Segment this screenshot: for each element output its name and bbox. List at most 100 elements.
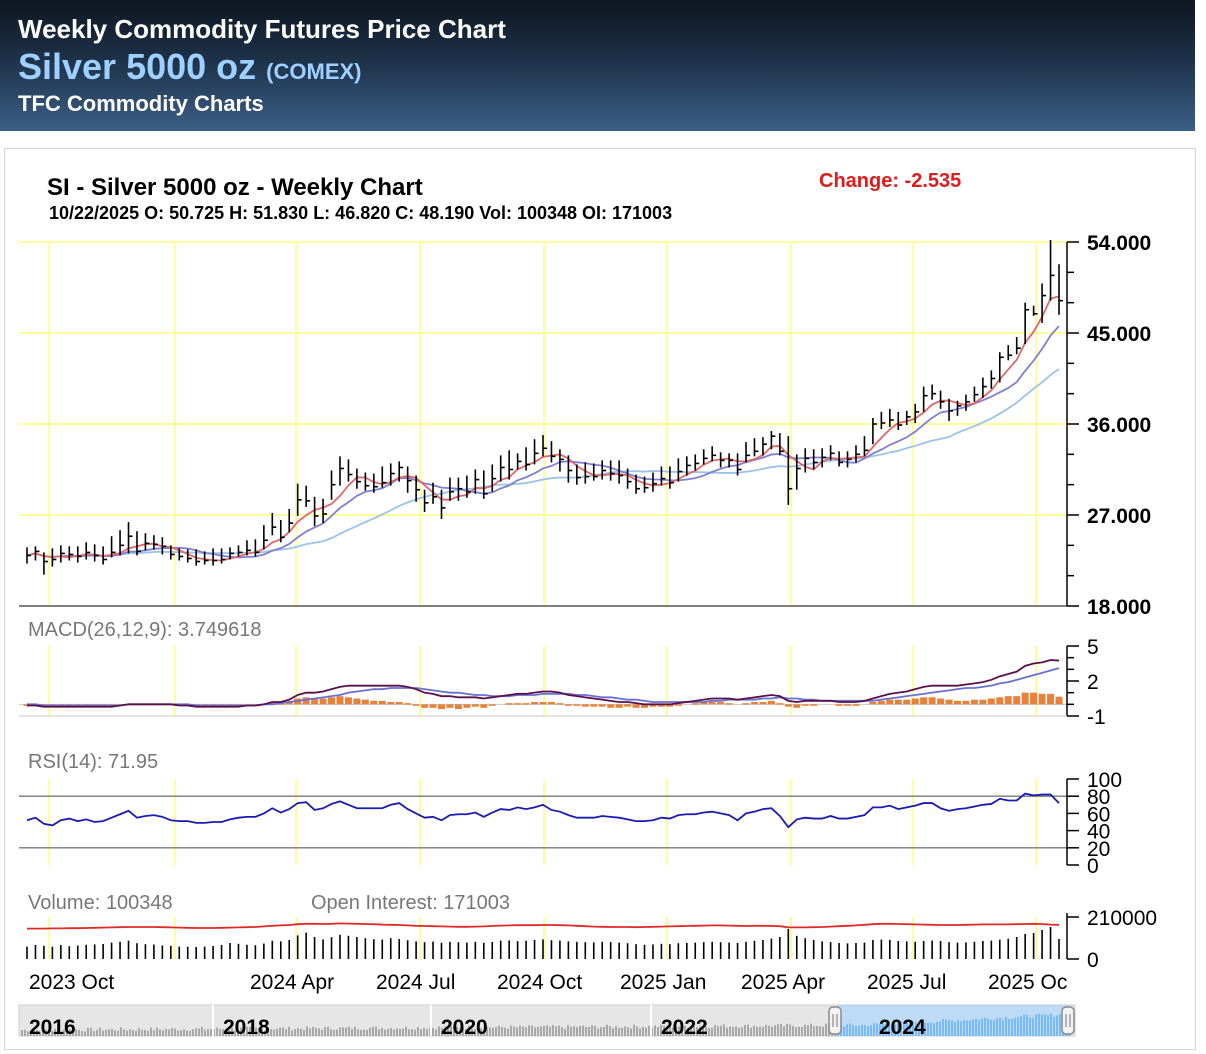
navigator-volume-bar	[627, 1027, 629, 1036]
navigator-volume-bar	[165, 1028, 167, 1036]
navigator-selection	[837, 1005, 1069, 1036]
macd-histogram-bar	[344, 697, 352, 705]
navigator-volume-bar	[804, 1024, 806, 1036]
navigator-volume-bar	[147, 1030, 149, 1036]
macd-histogram-bar	[691, 703, 699, 705]
navigator-handle[interactable]	[1061, 1006, 1075, 1035]
navigator-volume-bar	[762, 1026, 764, 1036]
macd-histogram-bar	[505, 703, 513, 705]
navigator-volume-bar	[201, 1027, 203, 1036]
navigator-volume-bar	[702, 1026, 704, 1036]
navigator-volume-bar	[36, 1029, 38, 1036]
macd-histogram-bar	[987, 698, 995, 705]
macd-histogram-bar	[700, 702, 708, 705]
macd-histogram-bar	[370, 700, 378, 705]
navigator-volume-bar	[444, 1026, 446, 1036]
navigator-volume-bar	[687, 1027, 689, 1036]
navigator-volume-bar	[603, 1026, 605, 1036]
navigator-volume-bar	[210, 1028, 212, 1036]
navigator-handle[interactable]	[828, 1006, 842, 1035]
navigator-volume-bar	[381, 1027, 383, 1036]
navigator-volume-bar	[462, 1028, 464, 1036]
navigator-volume-bar	[93, 1031, 95, 1036]
navigator-volume-bar	[642, 1026, 644, 1036]
navigator-volume-bar	[810, 1023, 812, 1036]
navigator-volume-bar	[408, 1029, 410, 1036]
navigator-volume-bar	[777, 1024, 779, 1036]
navigator-volume-bar	[159, 1029, 161, 1036]
macd-histogram-bar	[937, 698, 945, 705]
macd-histogram-bar	[1030, 692, 1038, 705]
macd-histogram-bar	[1055, 696, 1063, 705]
navigator-volume-bar	[270, 1029, 272, 1036]
macd-histogram-bar	[463, 704, 471, 708]
navigator-volume-bar	[597, 1028, 599, 1036]
macd-histogram-bar	[674, 704, 682, 706]
navigator-volume-bar	[339, 1027, 341, 1036]
navigator-volume-bar	[279, 1027, 281, 1036]
navigator-volume-bar	[732, 1027, 734, 1036]
navigator-volume-bar	[204, 1029, 206, 1036]
price-tick-label: 27.000	[1087, 505, 1151, 528]
navigator-volume-bar	[486, 1026, 488, 1036]
navigator-volume-bar	[693, 1026, 695, 1036]
navigator-volume-bar	[354, 1026, 356, 1036]
navigator-volume-bar	[267, 1029, 269, 1036]
macd-histogram-bar	[886, 699, 894, 705]
x-axis-label: 2023 Oct	[29, 971, 114, 994]
macd-histogram-bar	[953, 700, 961, 705]
macd-histogram-bar	[590, 704, 598, 707]
navigator-volume-bar	[708, 1027, 710, 1036]
macd-histogram-bar	[624, 704, 632, 707]
navigator-volume-bar	[825, 1023, 827, 1036]
navigator-volume-bar	[387, 1028, 389, 1036]
navigator-volume-bar	[342, 1027, 344, 1036]
navigator-volume-bar	[243, 1027, 245, 1036]
navigator-volume-bar	[567, 1024, 569, 1036]
navigator-volume-bar	[240, 1027, 242, 1036]
navigator-volume-bar	[780, 1023, 782, 1036]
navigator-volume-bar	[336, 1029, 338, 1036]
navigator-volume-bar	[735, 1026, 737, 1036]
navigator-volume-bar	[378, 1029, 380, 1036]
navigator-volume-bar	[225, 1029, 227, 1036]
navigator-volume-bar	[615, 1025, 617, 1036]
navigator-volume-bar	[69, 1029, 71, 1036]
chart-svg: SI - Silver 5000 oz - Weekly Chart 10/22…	[18, 170, 1157, 1039]
macd-histogram-bar	[319, 698, 327, 705]
rsi-label: RSI(14): 71.95	[28, 751, 158, 773]
navigator-volume-bar	[174, 1028, 176, 1036]
navigator-volume-bar	[450, 1025, 452, 1036]
navigator-volume-bar	[324, 1027, 326, 1036]
navigator-volume-bar	[543, 1025, 545, 1036]
macd-histogram-bar	[387, 702, 395, 705]
macd-histogram-bar	[793, 704, 801, 708]
macd-histogram-bar	[970, 699, 978, 705]
macd-histogram-bar	[471, 704, 479, 707]
navigator-volume-bar	[528, 1025, 530, 1036]
navigator-volume-bar	[678, 1026, 680, 1036]
navigator-volume-bar	[564, 1028, 566, 1036]
navigator-volume-bar	[246, 1026, 248, 1036]
navigator-volume-bar	[669, 1024, 671, 1036]
navigator-volume-bar	[477, 1028, 479, 1036]
navigator-volume-bar	[78, 1029, 80, 1036]
macd-tick-label: 2	[1087, 671, 1099, 694]
macd-histogram-bar	[598, 704, 606, 707]
macd-histogram-bar	[429, 704, 437, 708]
macd-histogram-bar	[869, 702, 877, 705]
navigator-volume-bar	[582, 1025, 584, 1036]
navigator-volume-bar	[609, 1026, 611, 1036]
macd-histogram-bar	[268, 702, 276, 705]
navigator-volume-bar	[663, 1025, 665, 1036]
navigator-volume-bar	[816, 1026, 818, 1036]
navigator-volume-bar	[60, 1031, 62, 1036]
macd-tick-label: -1	[1087, 706, 1106, 729]
navigator-volume-bar	[393, 1029, 395, 1036]
navigator-volume-bar	[447, 1028, 449, 1036]
navigator-volume-bar	[501, 1027, 503, 1036]
navigator-volume-bar	[648, 1025, 650, 1036]
navigator-volume-bar	[168, 1029, 170, 1036]
macd-histogram-bar	[666, 704, 674, 707]
navigator-volume-bar	[606, 1024, 608, 1036]
